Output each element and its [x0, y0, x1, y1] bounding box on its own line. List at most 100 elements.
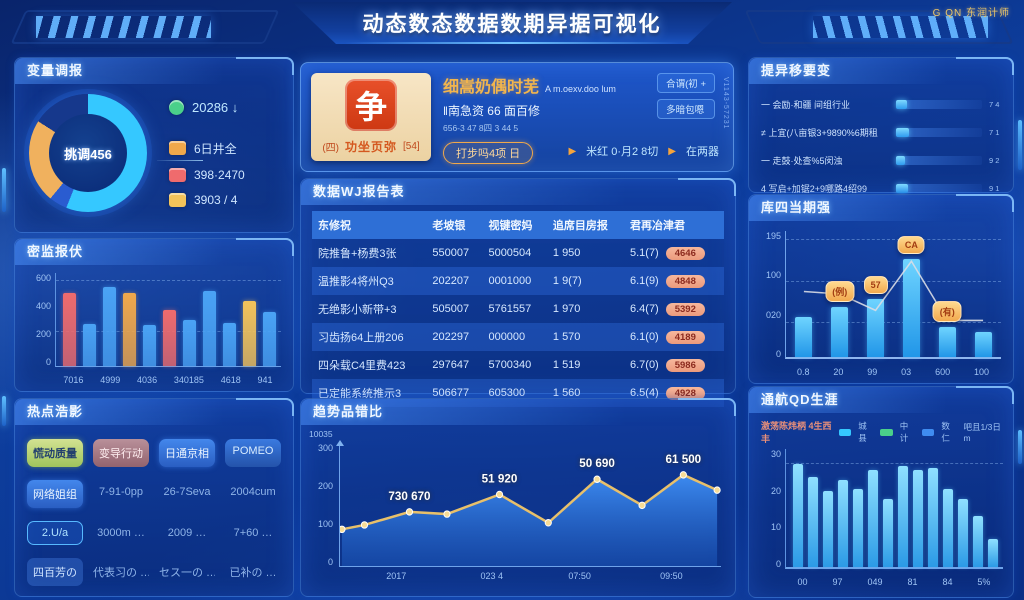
bar[interactable] [928, 467, 939, 567]
panel-hot-tags-title: 热点浩影 [15, 399, 293, 425]
panel-bottom-bars-title: 通航QD生涯 [749, 387, 1013, 413]
bar[interactable] [63, 293, 77, 366]
rank-row[interactable]: 一 会励·和疆 间组行业 7 4 [761, 98, 1003, 111]
y-tick: 10 [770, 522, 781, 533]
card-mini-button-2[interactable]: 多暗包嗯 [657, 99, 715, 119]
table-row[interactable]: 无绝影小新带+3 505007 5761557 1 970 6.4(7) 5392 [312, 295, 724, 323]
card-mini-button-1[interactable]: 合谓(初 + [657, 73, 715, 93]
bottom-bar-chart[interactable]: 30 20 10 0 00 97 049 81 84 5% [755, 449, 1005, 587]
cell: 1 970 [552, 303, 581, 315]
cell-with-badge: 5.1(7) 4646 [624, 239, 724, 267]
card-link-1[interactable]: 米红 0·月2 8切 [586, 146, 659, 158]
bar[interactable] [222, 323, 236, 366]
trend-chart[interactable]: 10035 300 200 100 0 730 670 51 920 50 690 61 500… [309, 429, 727, 587]
bar[interactable] [242, 300, 256, 366]
x-tick: 4618 [220, 375, 241, 385]
table-row[interactable]: 四朵载C4里费423 297647 5700340 1 519 6.7(0) 5986 [312, 351, 724, 379]
panel-combo-title: 库四当期强 [749, 195, 1013, 221]
bar[interactable] [852, 489, 863, 567]
cell: 1 570 [552, 331, 581, 343]
tag-pill[interactable]: 变导行动 [93, 439, 149, 467]
bar[interactable] [938, 326, 956, 357]
bar[interactable] [882, 498, 893, 567]
bar[interactable] [958, 498, 969, 567]
bar[interactable] [262, 312, 276, 366]
legend-icon [169, 99, 184, 115]
y-axis-labels: 600 400 200 0 [25, 273, 51, 367]
bar[interactable] [897, 465, 908, 567]
tag-pill[interactable]: 四百芳の [27, 558, 83, 586]
donut-legend: 20286 ↓ 6日井全 398·2470 3903 / 4 [169, 99, 283, 207]
info-card[interactable]: 争 (四) 功坐页弥 [54] 细嵩奶偶时芜 A m.oexv.doo lum … [300, 62, 734, 172]
panel-table: 数据WJ报告表 东修祝 老坡银 视键密妈 追席目房报 君再冶津君 院推鲁+杨费3张 550… [300, 178, 736, 407]
y-tick: 0 [45, 357, 51, 367]
gridline [786, 321, 1001, 323]
bar[interactable] [974, 331, 992, 357]
bar[interactable] [973, 516, 984, 567]
bar[interactable] [792, 464, 803, 567]
bar[interactable] [123, 292, 137, 366]
header-stripes-right [813, 16, 988, 38]
table-row[interactable]: 习齿扬64上册206 202297 000000 1 570 6.1(0) 4189 [312, 323, 724, 351]
bar[interactable] [988, 538, 999, 567]
legend-text: 398·2470 [194, 167, 245, 182]
rank-label: 一 走鼓·处查%5闵浊 [761, 156, 843, 166]
tag-pill[interactable]: 日通京相 [159, 439, 215, 467]
panel-table-title: 数据WJ报告表 [301, 179, 735, 205]
card-cta-button[interactable]: 打步吗4项 日 [443, 142, 534, 164]
y-tick: 200 [317, 481, 333, 491]
panel-combo: 库四当期强 195 100 020 0 (例) 57 CA (有) 0.8 20 99 03 600 10… [748, 194, 1014, 384]
status-badge: 4928 [665, 386, 705, 400]
bar[interactable] [807, 477, 818, 567]
bar[interactable] [902, 258, 920, 357]
panel-bottom-bars: 通航QD生涯 激荡陈炜柄 4生西丰 城县 中计 数仁 吧且1/3日m 30 20 10 0 00… [748, 386, 1014, 598]
tag-pill[interactable]: 慌动质量 [27, 439, 83, 467]
table-row[interactable]: 温推影4将州Q3 202207 0001000 1 9(7) 6.1(9) 4848 [312, 267, 724, 295]
progress-track [896, 184, 982, 193]
rank-row[interactable]: ≠ 上宜(八亩银3+9890%6期租 7 1 [761, 126, 1003, 139]
bar[interactable] [795, 316, 813, 357]
status-badge: 5986 [665, 358, 705, 372]
donut-body: 挑调456 20286 ↓ 6日井全 398·2470 3903 / 4 [15, 84, 293, 212]
bar[interactable] [202, 290, 216, 366]
combo-chart[interactable]: 195 100 020 0 (例) 57 CA (有) 0.8 20 99 03 600 100 [755, 231, 1005, 377]
legend-label: 数仁 [941, 421, 950, 443]
y-tick: 300 [317, 443, 333, 453]
tag-pill[interactable]: 2.U/a [27, 521, 83, 545]
rank-row[interactable]: 一 走鼓·处查%5闵浊 9 2 [761, 154, 1003, 167]
tag-pill[interactable]: 网络姐组 [27, 480, 83, 508]
table-row[interactable]: 院推鲁+杨费3张 550007 5000504 1 950 5.1(7) 4646 [312, 239, 724, 267]
bar[interactable] [837, 479, 848, 567]
bar[interactable] [913, 470, 924, 567]
cell: 习齿扬64上册206 [318, 332, 404, 344]
bar[interactable] [943, 489, 954, 567]
progress-fill [896, 100, 908, 109]
y-tick: 100 [765, 270, 781, 281]
donut-chart[interactable]: 挑调456 [29, 94, 203, 212]
panel-donut: 变量调报 挑调456 20286 ↓ 6日井全 398·2470 3903 / 4 [14, 57, 294, 233]
y-tick: 0 [327, 557, 333, 567]
bar[interactable] [143, 325, 157, 366]
arrow-right-icon: ▶ [568, 145, 577, 157]
bar[interactable] [822, 491, 833, 567]
bar[interactable] [831, 306, 849, 357]
bar[interactable] [162, 310, 176, 366]
cell: 院推鲁+杨费3张 [318, 248, 397, 260]
tag-pill[interactable]: POMEO [225, 439, 281, 467]
legend-swatch [880, 428, 893, 436]
column-header: 君再冶津君 [623, 211, 724, 239]
bar[interactable] [182, 319, 196, 366]
card-link-2[interactable]: 在两器 [686, 146, 719, 158]
cell-value: 6.1(9) [629, 274, 659, 287]
x-tick: 0.8 [796, 367, 810, 377]
status-badge: 4646 [665, 246, 705, 260]
rank-row[interactable]: 4 写启+加锯2+9哪路4绍99 9 1 [761, 182, 1003, 195]
bar[interactable] [103, 286, 117, 366]
x-tick: 4999 [100, 375, 121, 385]
bar[interactable] [83, 324, 97, 366]
left-bar-chart[interactable]: 600 400 200 0 7016 4999 4036 340185 4618 941 [25, 273, 283, 385]
y-tick: 600 [35, 273, 51, 283]
bar[interactable] [867, 299, 885, 357]
bar[interactable] [867, 470, 878, 567]
svg-text:61 500: 61 500 [666, 452, 702, 466]
